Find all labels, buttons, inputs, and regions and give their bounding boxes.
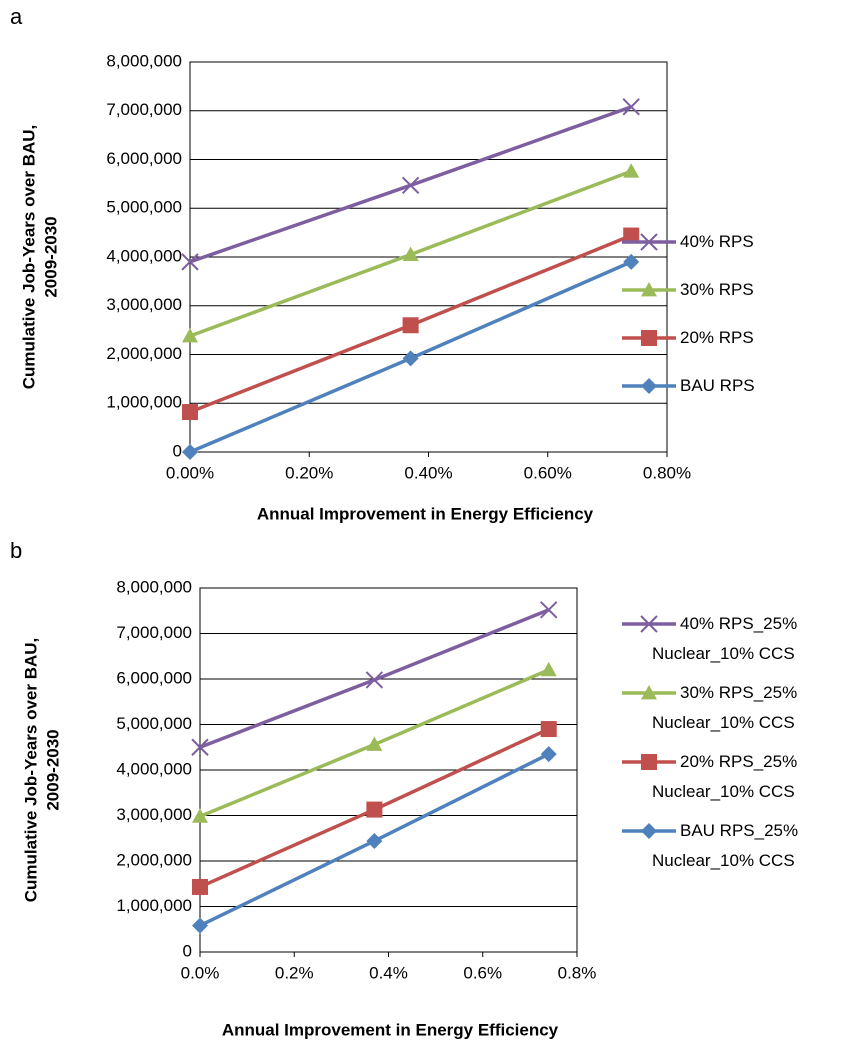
- legend-marker: [622, 378, 676, 394]
- x-tick-label: 0.80%: [643, 463, 691, 482]
- marker: [192, 878, 208, 895]
- marker: [192, 917, 208, 934]
- y-tick-label: 8,000,000: [106, 51, 182, 70]
- legend-entry: 40% RPS: [622, 230, 852, 254]
- legend-marker: [622, 233, 676, 251]
- legend-entry: 30% RPS: [622, 278, 852, 302]
- y-tick-label: 7,000,000: [116, 623, 192, 642]
- x-tick-label: 0.2%: [275, 963, 314, 982]
- legend-label: BAU RPS_25% Nuclear_10% CCS: [652, 821, 799, 870]
- x-tick-label: 0.40%: [404, 463, 452, 482]
- y-axis-title: Cumulative Job-Years over BAU,: [19, 125, 38, 390]
- marker: [402, 246, 419, 261]
- x-tick-label: 0.20%: [285, 463, 333, 482]
- panel-label: a: [10, 4, 23, 29]
- legend-entry: BAU RPS_25% Nuclear_10% CCS: [622, 816, 852, 876]
- x-tick-label: 0.6%: [463, 963, 502, 982]
- legend-marker: [622, 685, 676, 700]
- marker: [641, 823, 657, 839]
- marker: [182, 327, 198, 343]
- panel-label: b: [10, 538, 22, 563]
- y-tick-label: 6,000,000: [116, 668, 192, 687]
- marker: [182, 444, 198, 460]
- marker: [366, 736, 383, 751]
- marker: [640, 615, 658, 633]
- legend-label: 40% RPS_25% Nuclear_10% CCS: [652, 614, 798, 663]
- y-tick-label: 1,000,000: [116, 896, 192, 915]
- legend-label: 20% RPS: [680, 328, 754, 347]
- y-tick-label: 4,000,000: [116, 759, 192, 778]
- marker: [401, 176, 420, 195]
- legend-marker: [622, 615, 676, 633]
- x-axis-title: Annual Improvement in Energy Efficiency: [222, 1020, 559, 1039]
- y-tick-label: 8,000,000: [116, 577, 192, 596]
- y-tick-label: 5,000,000: [116, 714, 192, 733]
- legend-label: 40% RPS: [680, 232, 754, 251]
- legend-marker: [622, 823, 676, 839]
- legend-entry: 20% RPS: [622, 326, 852, 350]
- y-tick-label: 4,000,000: [106, 246, 182, 265]
- x-tick-label: 0.60%: [524, 463, 572, 482]
- y-tick-label: 3,000,000: [116, 805, 192, 824]
- y-tick-label: 1,000,000: [106, 393, 182, 412]
- x-tick-label: 0.0%: [181, 963, 220, 982]
- marker: [622, 98, 640, 116]
- x-axis-title: Annual Improvement in Energy Efficiency: [257, 504, 594, 523]
- x-tick-label: 0.4%: [369, 963, 408, 982]
- marker: [641, 378, 657, 394]
- y-tick-label: 0: [173, 441, 182, 460]
- marker: [540, 601, 558, 619]
- y-axis-title: 2009-2030: [43, 729, 62, 810]
- marker: [402, 350, 419, 367]
- legend-marker: [622, 330, 676, 346]
- legend-entry: BAU RPS: [622, 374, 852, 398]
- y-tick-label: 5,000,000: [106, 198, 182, 217]
- marker: [191, 738, 209, 756]
- y-axis-title: 2009-2030: [41, 216, 60, 297]
- y-tick-label: 7,000,000: [106, 100, 182, 119]
- x-tick-label: 0.00%: [166, 463, 214, 482]
- marker: [402, 317, 419, 334]
- marker: [192, 808, 208, 823]
- legend-label: 30% RPS: [680, 280, 754, 299]
- legend-entry: 20% RPS_25% Nuclear_10% CCS: [622, 747, 852, 807]
- y-tick-label: 0: [183, 941, 192, 960]
- marker: [182, 404, 198, 421]
- legend-label: 30% RPS_25% Nuclear_10% CCS: [652, 683, 798, 732]
- marker: [366, 832, 383, 849]
- y-axis-title: Cumulative Job-Years over BAU,: [21, 638, 40, 903]
- legend-marker: [622, 282, 676, 297]
- marker: [540, 746, 557, 763]
- legend-label: BAU RPS: [680, 376, 755, 395]
- marker: [641, 282, 657, 297]
- y-tick-label: 6,000,000: [106, 149, 182, 168]
- marker: [641, 754, 657, 770]
- marker: [365, 671, 384, 689]
- y-tick-label: 2,000,000: [106, 344, 182, 363]
- marker: [623, 227, 640, 244]
- marker: [540, 721, 557, 738]
- legend-label: 20% RPS_25% Nuclear_10% CCS: [652, 752, 798, 801]
- legend-marker: [622, 754, 676, 770]
- x-tick-label: 0.8%: [558, 963, 597, 982]
- marker: [540, 661, 557, 677]
- legend-entry: 40% RPS_25% Nuclear_10% CCS: [622, 609, 852, 669]
- marker: [181, 253, 199, 271]
- marker: [366, 801, 383, 818]
- y-tick-label: 2,000,000: [116, 850, 192, 869]
- marker: [623, 253, 640, 270]
- marker: [640, 233, 658, 251]
- marker: [641, 330, 657, 346]
- marker: [641, 685, 657, 700]
- marker: [623, 163, 640, 178]
- legend-entry: 30% RPS_25% Nuclear_10% CCS: [622, 678, 852, 738]
- y-tick-label: 3,000,000: [106, 295, 182, 314]
